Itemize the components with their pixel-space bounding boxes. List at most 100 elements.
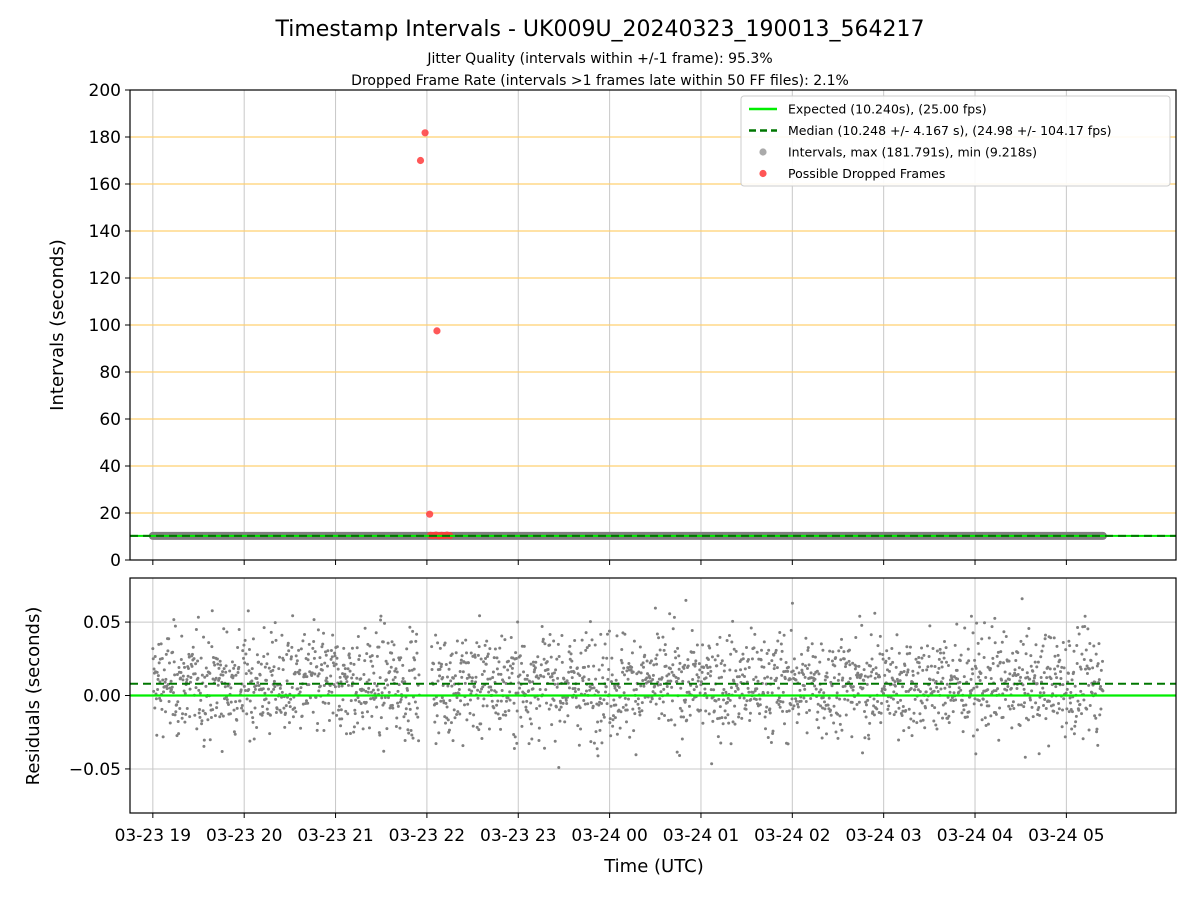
residual-point (348, 669, 352, 673)
residual-point (544, 688, 548, 692)
residual-point (343, 667, 347, 671)
residual-point (367, 686, 371, 690)
residual-point (525, 673, 529, 677)
residual-point (804, 699, 808, 703)
residual-point (306, 701, 310, 705)
residual-point (277, 667, 281, 671)
residual-point (702, 666, 706, 670)
residual-point (313, 672, 317, 676)
residual-point (591, 704, 595, 708)
residual-point (293, 706, 297, 710)
residual-point (448, 661, 452, 665)
residual-point (549, 703, 553, 707)
residual-point (657, 636, 661, 640)
residual-point (1081, 737, 1085, 741)
residual-point (156, 677, 160, 681)
residual-point (341, 698, 345, 702)
residual-point (518, 654, 522, 658)
residual-point (624, 720, 628, 724)
residual-point (510, 666, 514, 670)
residual-point (1034, 701, 1038, 705)
residual-point (721, 722, 725, 726)
residual-point (1088, 642, 1092, 646)
dropped-rate-subtitle: Dropped Frame Rate (intervals >1 frames … (351, 73, 849, 89)
residual-point (636, 702, 640, 706)
residual-point (365, 652, 369, 656)
residual-point (349, 661, 353, 665)
residual-point (633, 712, 637, 716)
residual-point (651, 690, 655, 694)
residual-point (486, 652, 490, 656)
residual-point (297, 672, 301, 676)
residual-point (866, 675, 870, 679)
residual-point (858, 614, 862, 618)
residual-point (786, 665, 790, 669)
residual-point (675, 679, 679, 683)
residual-point (947, 714, 951, 718)
residual-point (570, 659, 574, 663)
residual-point (860, 623, 864, 627)
residual-point (1064, 691, 1068, 695)
residual-point (274, 711, 278, 715)
residual-point (256, 681, 260, 685)
residual-point (970, 688, 974, 692)
residual-point (529, 722, 533, 726)
residual-point (587, 643, 591, 647)
residual-point (1042, 691, 1046, 695)
residual-point (758, 703, 762, 707)
residual-point (735, 682, 739, 686)
residual-point (784, 660, 788, 664)
residual-point (945, 682, 949, 686)
residual-point (941, 716, 945, 720)
residual-point (192, 657, 196, 661)
residual-point (684, 698, 688, 702)
residual-point (499, 699, 503, 703)
residual-point (920, 656, 924, 660)
residual-point (623, 696, 627, 700)
residual-point (599, 632, 603, 636)
residual-point (666, 718, 670, 722)
residual-point (546, 672, 550, 676)
residual-point (615, 732, 619, 736)
residual-point (962, 675, 966, 679)
residual-point (482, 669, 486, 673)
residual-point (709, 669, 713, 673)
residual-point (208, 671, 212, 675)
residual-point (198, 691, 202, 695)
residual-point (881, 653, 885, 657)
residual-point (485, 704, 489, 708)
residual-point (518, 686, 522, 690)
residual-point (173, 624, 177, 628)
residual-point (773, 651, 777, 655)
residual-point (682, 666, 686, 670)
residual-point (552, 698, 556, 702)
residual-point (763, 715, 767, 719)
residual-point (696, 679, 700, 683)
residual-point (887, 669, 891, 673)
residual-point (745, 699, 749, 703)
residual-point (461, 641, 465, 645)
residual-point (1018, 679, 1022, 683)
residual-point (215, 701, 219, 705)
residual-point (278, 655, 282, 659)
residual-point (708, 674, 712, 678)
residual-point (1000, 678, 1004, 682)
residual-point (610, 673, 614, 677)
residual-point (1046, 665, 1050, 669)
residual-point (1043, 633, 1047, 637)
residual-point (320, 663, 324, 667)
residual-point (1023, 701, 1027, 705)
residual-point (908, 645, 912, 649)
residual-point (758, 712, 762, 716)
residual-point (463, 703, 467, 707)
residual-point (946, 695, 950, 699)
residual-point (265, 662, 269, 666)
residual-point (491, 675, 495, 679)
residual-point (686, 658, 690, 662)
residual-point (990, 625, 994, 629)
residual-point (698, 691, 702, 695)
residual-point (843, 684, 847, 688)
residual-point (1025, 634, 1029, 638)
residual-point (706, 672, 710, 676)
residual-point (535, 674, 539, 678)
